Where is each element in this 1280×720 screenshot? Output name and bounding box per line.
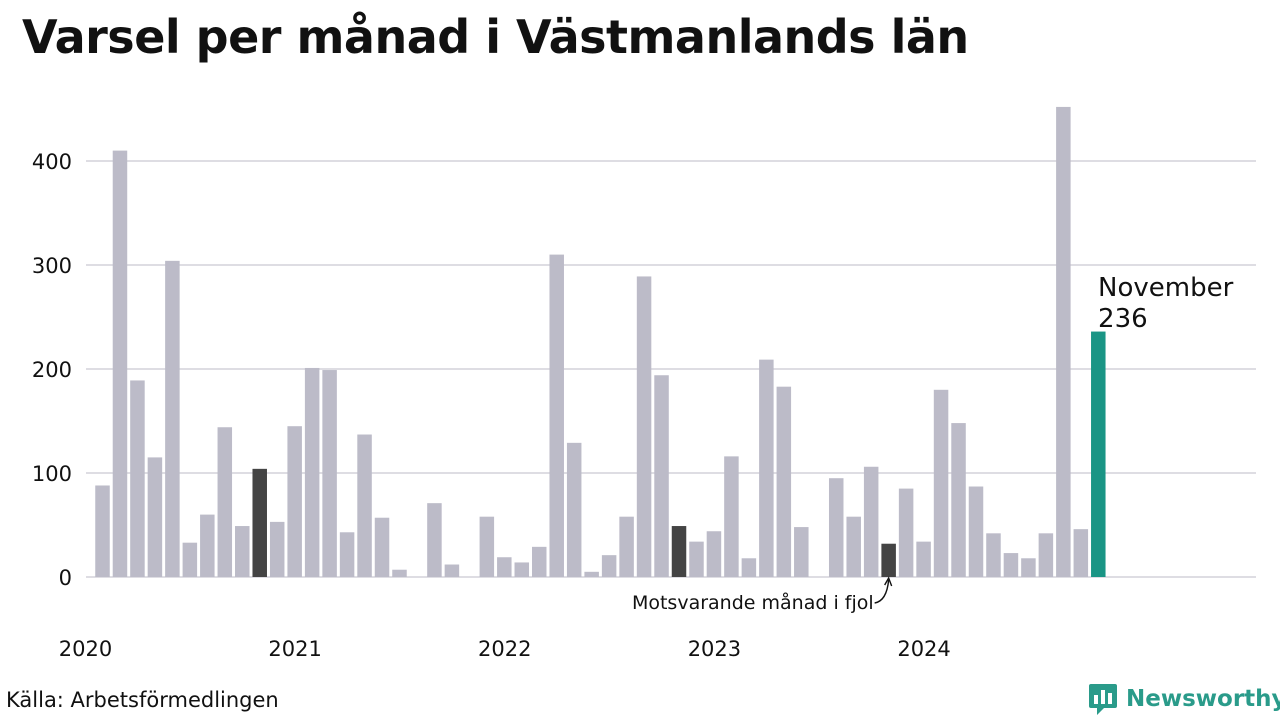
highlight-value-label: 236 [1098, 304, 1148, 334]
bar [339, 532, 355, 577]
y-axis: 0 100 200 300 400 [32, 150, 72, 590]
bar [619, 516, 634, 577]
bar [846, 516, 861, 577]
bar [427, 503, 442, 577]
x-tick-label: 2020 [59, 637, 112, 661]
bar [566, 442, 582, 577]
logo-text: Newsworthy [1126, 686, 1280, 712]
x-tick-label: 2022 [478, 637, 531, 661]
bar [863, 466, 879, 577]
bar-current-month [1091, 331, 1106, 577]
bar [898, 488, 914, 577]
source-note: Källa: Arbetsförmedlingen [6, 688, 279, 712]
bar [444, 564, 460, 577]
bar [1021, 558, 1036, 577]
bar-chart: 0 100 200 300 400 2020 2021 2022 2023 2024 Novem… [32, 106, 1256, 661]
x-axis: 2020 2021 2022 2023 2024 [59, 637, 951, 661]
bar [130, 380, 145, 577]
y-tick-label: 100 [32, 462, 72, 486]
bar [636, 276, 652, 577]
bar [776, 386, 792, 577]
bar [165, 260, 180, 577]
bar [235, 526, 250, 577]
annotation-arrow [874, 579, 890, 604]
bar [933, 389, 949, 577]
bar [217, 427, 233, 577]
bar [794, 527, 809, 577]
bar-previous-year [671, 526, 687, 577]
bar-chart-badge-icon [1089, 684, 1117, 715]
bar [724, 456, 739, 577]
bar [1003, 553, 1019, 577]
annotation-arrowhead [884, 576, 893, 587]
bar [182, 542, 198, 577]
bar [514, 562, 530, 577]
bar [95, 485, 110, 577]
bar-previous-year [252, 468, 267, 577]
bar-previous-year [881, 543, 896, 577]
y-tick-label: 300 [32, 254, 72, 278]
bar [497, 557, 512, 577]
bar [968, 486, 984, 577]
bar [1056, 106, 1071, 578]
bar [147, 457, 163, 577]
bar [479, 516, 495, 577]
bar [357, 434, 372, 577]
bar [951, 423, 966, 577]
bar [654, 375, 669, 577]
bar [392, 569, 407, 577]
x-tick-label: 2021 [268, 637, 321, 661]
x-tick-label: 2023 [688, 637, 741, 661]
y-tick-label: 0 [59, 566, 72, 590]
bar [986, 533, 1001, 577]
bar [689, 541, 704, 577]
bar [200, 514, 215, 577]
bar [706, 531, 722, 577]
bar [112, 150, 128, 577]
bar [549, 254, 564, 577]
bar [601, 555, 617, 577]
bar [1038, 533, 1054, 577]
bar [741, 558, 757, 577]
bar [828, 478, 844, 577]
previous-year-annotation: Motsvarande månad i fjol [632, 591, 874, 614]
y-tick-label: 400 [32, 150, 72, 174]
bar [916, 541, 931, 577]
bar [322, 370, 337, 577]
bar [269, 521, 285, 577]
bar [374, 517, 390, 577]
x-tick-label: 2024 [897, 637, 950, 661]
bar [304, 367, 320, 577]
bars [95, 106, 1106, 578]
chart-title: Varsel per månad i Västmanlands län [22, 10, 969, 64]
bar [287, 426, 302, 577]
bar [759, 359, 774, 577]
newsworthy-logo: Newsworthy [1088, 682, 1280, 716]
bar [584, 571, 599, 577]
bar [532, 546, 547, 577]
y-tick-label: 200 [32, 358, 72, 382]
highlight-month-label: November [1098, 273, 1234, 303]
bar [1073, 529, 1089, 577]
